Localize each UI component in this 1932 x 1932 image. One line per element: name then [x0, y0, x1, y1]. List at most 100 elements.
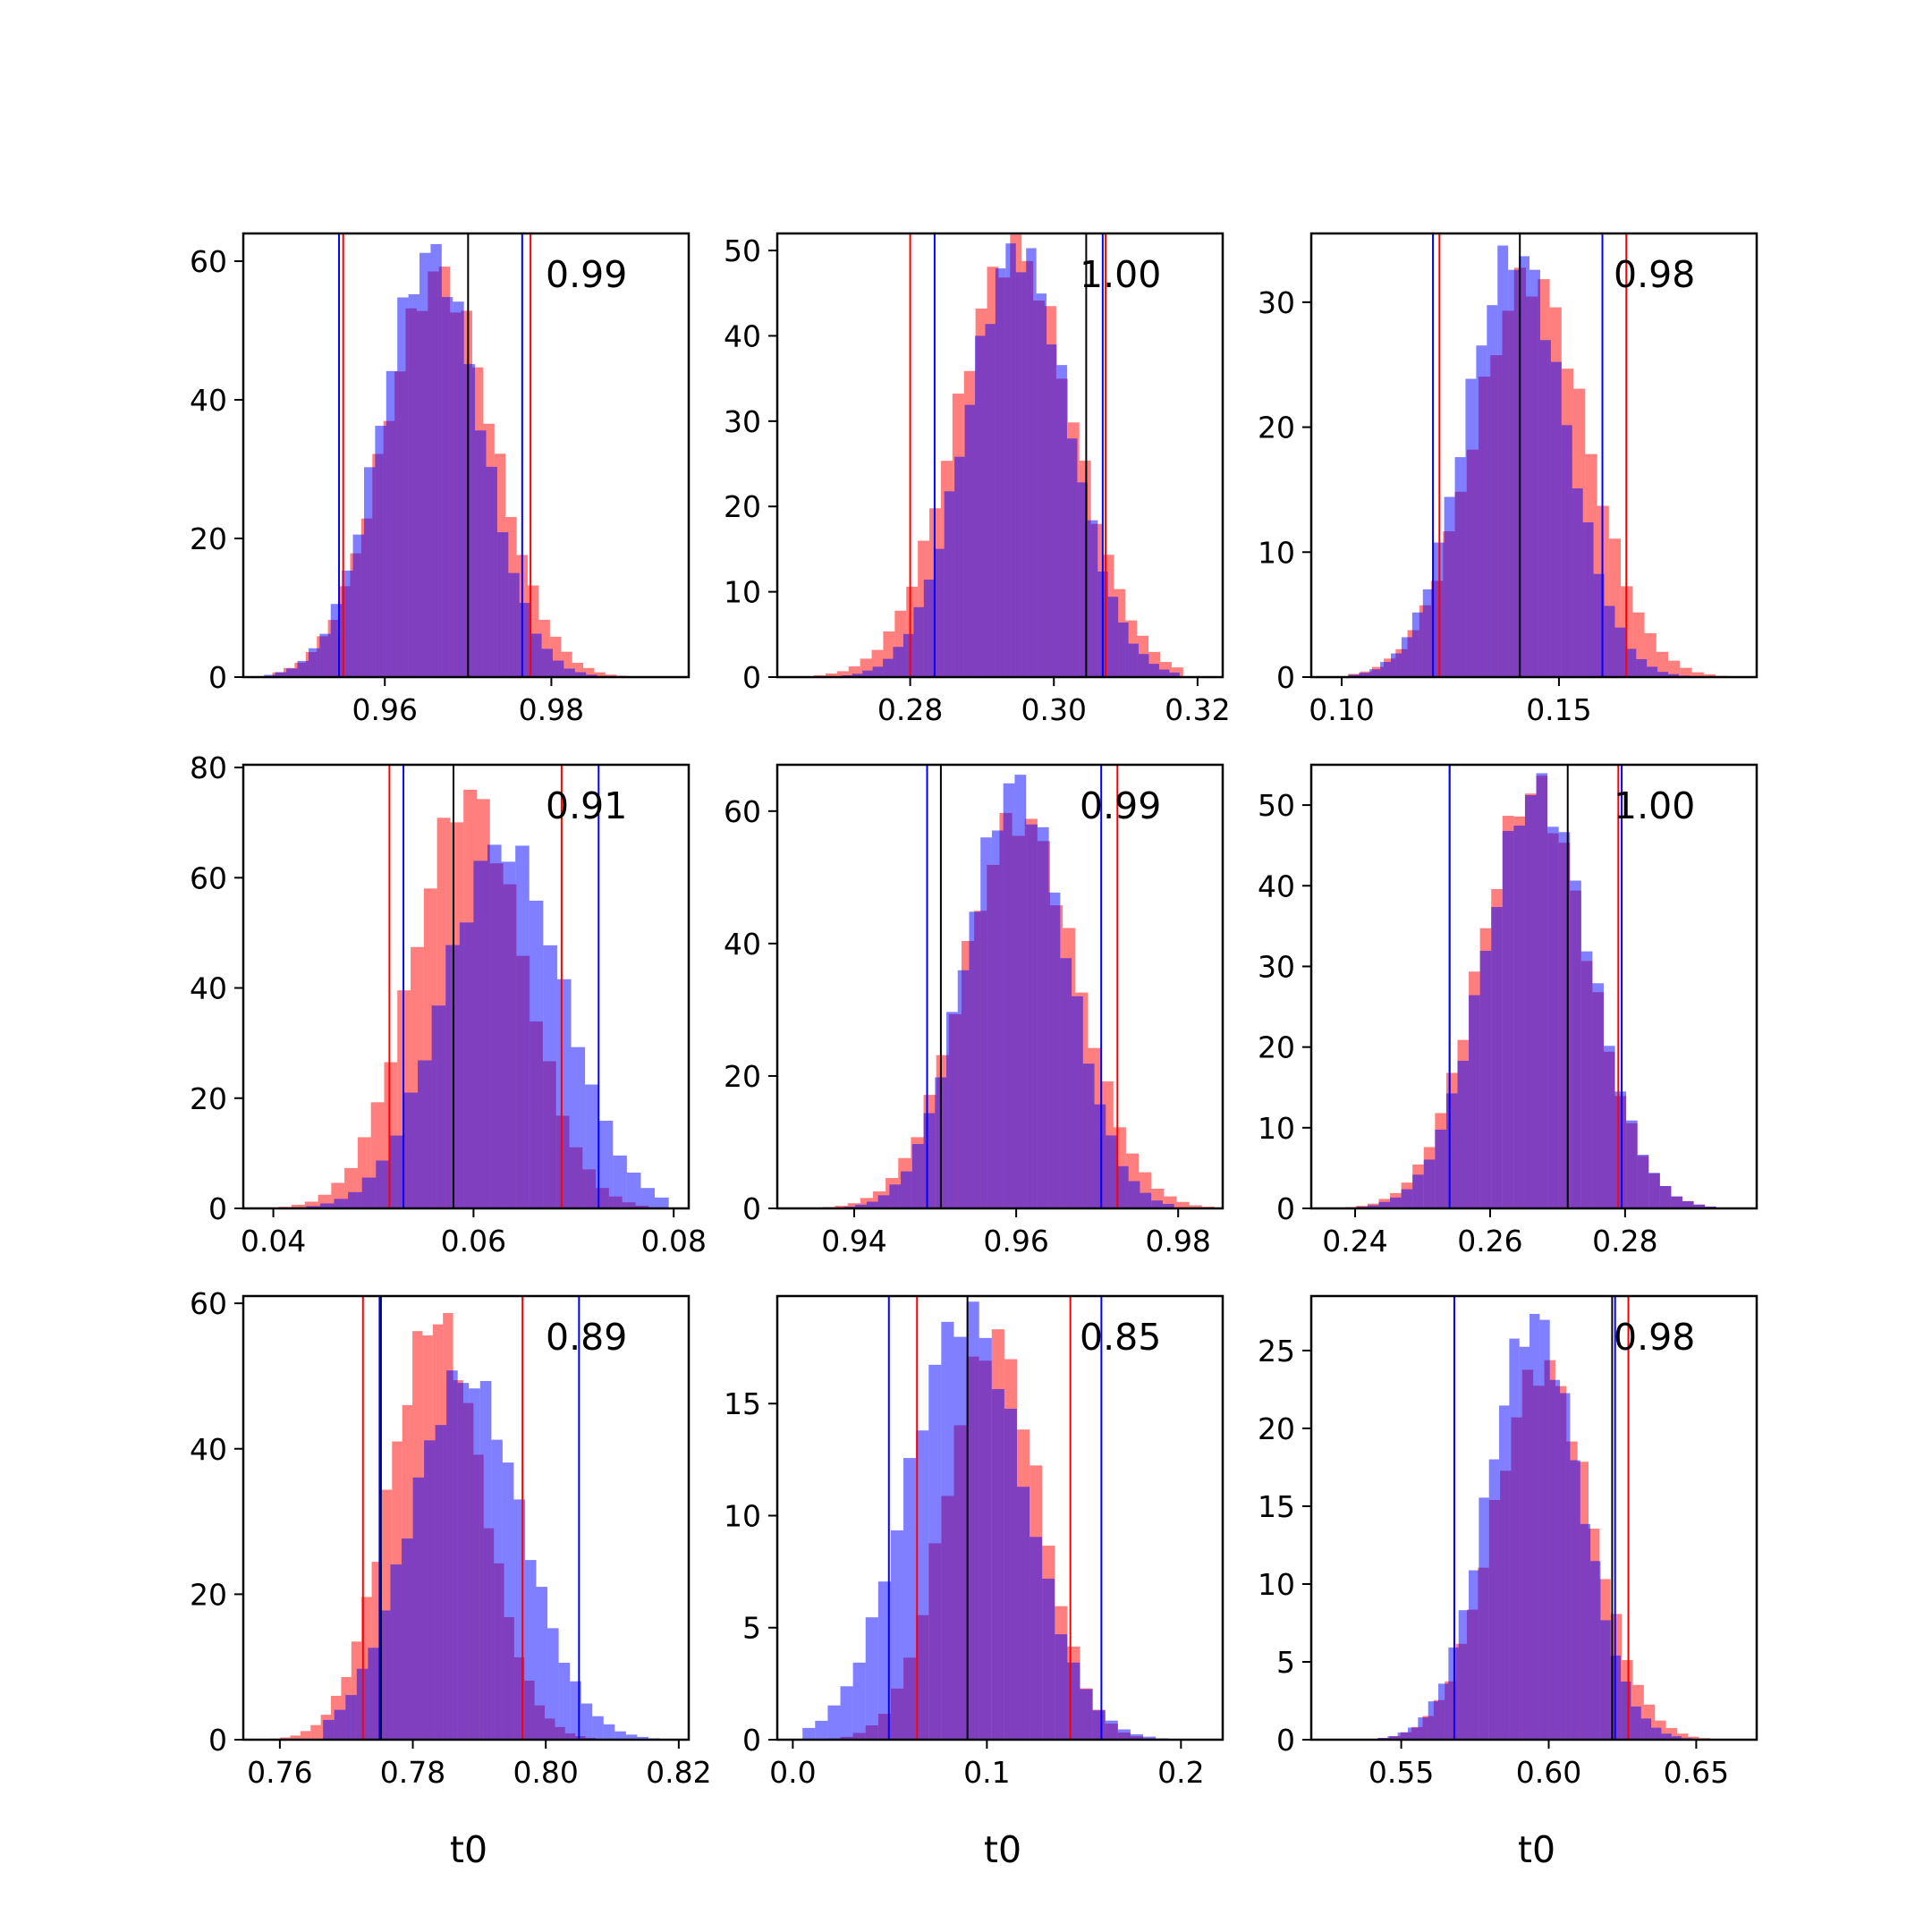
y-tick-label: 50	[724, 233, 761, 268]
histogram-bar-blue	[991, 830, 1004, 1208]
histogram-bar-blue	[571, 1046, 586, 1208]
histogram-bar-blue	[547, 1628, 559, 1740]
y-tick-label: 40	[190, 971, 227, 1006]
histogram-bar-blue	[1668, 674, 1679, 677]
y-tick-label: 0	[1276, 1723, 1295, 1758]
histogram-bar-blue	[1117, 1165, 1129, 1208]
histogram-bar-blue	[1105, 1720, 1118, 1740]
histogram-bar-blue	[1014, 775, 1027, 1208]
histogram-bar-red	[1171, 667, 1183, 677]
x-tick-label: 0.1	[963, 1755, 1010, 1790]
histogram-bar-blue	[1428, 1701, 1439, 1740]
histogram-bar-blue	[515, 845, 530, 1208]
panel-annotation: 0.91	[546, 784, 627, 827]
histogram-bar-blue	[1659, 1185, 1672, 1208]
histogram-bar-blue	[502, 1462, 514, 1740]
histogram-bar-blue	[558, 1662, 571, 1740]
panel-2: 0.28 0.30 0.32 0 10 20 30 40 50 1.00	[724, 232, 1231, 727]
histogram-bar-red	[1189, 1205, 1202, 1208]
x-tick-label: 0.60	[1516, 1755, 1581, 1790]
histogram-bar-blue	[564, 668, 575, 677]
histogram-bar-blue	[866, 1201, 878, 1208]
histogram-bar-blue	[1561, 425, 1572, 677]
x-tick-label: 0.98	[1145, 1224, 1210, 1258]
histogram-bar-blue	[625, 1734, 638, 1740]
histogram-bar-blue	[1056, 365, 1067, 677]
histogram-bar-blue	[1657, 672, 1669, 677]
histogram-bar-blue	[501, 861, 516, 1208]
panel-3: 0.10 0.15 0 10 20 30 0.98	[1258, 232, 1758, 727]
panels: 0.96 0.98 0 20 40 60 0.99 0.28 0.30 0.32 0 10 20 30 40…	[190, 232, 1758, 1790]
panel-6: 0.24 0.26 0.28 0 10 20 30 40 50 1.00	[1258, 763, 1758, 1258]
histogram-bar-blue	[1572, 488, 1583, 677]
histogram-bar-blue	[1582, 522, 1594, 677]
x-tick-label: 0.0	[769, 1755, 816, 1790]
histogram-bar-red	[1644, 632, 1657, 677]
x-tick-label: 0.10	[1309, 692, 1374, 727]
histogram-bar-blue	[1367, 1205, 1379, 1208]
y-tick-label: 0	[1276, 1191, 1295, 1226]
histogram-bar-blue	[928, 1364, 942, 1740]
axes-frame	[242, 1294, 691, 1741]
histogram-bar-blue	[348, 1191, 362, 1208]
y-tick-label: 10	[1258, 1567, 1295, 1602]
histogram-bar-blue	[363, 467, 376, 677]
axes-frame	[242, 763, 691, 1210]
histogram-bar-blue	[862, 670, 873, 677]
panel-annotation: 1.00	[1614, 784, 1695, 827]
histogram-bar-blue	[1590, 1561, 1601, 1740]
histogram-bar-blue	[1030, 1537, 1043, 1740]
histogram-bar-blue	[1513, 826, 1525, 1208]
panel-1: 0.96 0.98 0 20 40 60 0.99	[190, 232, 691, 727]
histogram-bar-blue	[275, 672, 287, 677]
histogram-bar-blue	[1106, 1135, 1118, 1208]
histogram-bar-blue	[916, 1430, 929, 1740]
histogram-bar-blue	[1488, 1459, 1500, 1740]
histogram-bar-blue	[1036, 293, 1047, 677]
histogram-bar-blue	[1026, 248, 1037, 677]
histogram-bar-blue	[1401, 637, 1412, 677]
axes-frame	[242, 232, 691, 679]
histogram-bar-blue	[1530, 1313, 1540, 1740]
y-tick-label: 40	[190, 383, 227, 418]
histogram-bar-blue	[1082, 1063, 1095, 1208]
histogram-bar-red	[1656, 651, 1669, 677]
panel-5: 0.94 0.96 0.98 0 20 40 60 0.99	[724, 763, 1224, 1258]
x-tick-label: 0.30	[1021, 692, 1086, 727]
x-tick-label: 0.32	[1165, 692, 1230, 727]
y-tick-label: 0	[742, 1191, 761, 1226]
histogram-bar-blue	[1530, 269, 1540, 677]
x-tick-label: 0.06	[441, 1224, 506, 1258]
histogram-bar-blue	[1648, 1173, 1660, 1208]
histogram-bar-blue	[1604, 606, 1615, 677]
histogram-bar-blue	[913, 606, 924, 677]
y-tick-label: 40	[190, 1432, 227, 1467]
histogram-bar-blue	[815, 1720, 828, 1740]
plot-area	[809, 765, 1215, 1208]
histogram-bar-blue	[1469, 1570, 1479, 1740]
histogram-bar-blue	[418, 1060, 432, 1208]
histogram-bar-blue	[524, 1560, 537, 1740]
histogram-bar-blue	[889, 1184, 902, 1208]
y-tick-label: 40	[724, 318, 761, 353]
x-tick-label: 0.2	[1157, 1755, 1204, 1790]
y-tick-label: 10	[724, 575, 761, 610]
histogram-bar-blue	[613, 1155, 627, 1208]
histogram-series-blue	[278, 844, 669, 1208]
histogram-bar-blue	[1390, 653, 1402, 677]
histogram-bar-red	[291, 1204, 305, 1208]
histogram-bar-blue	[459, 922, 474, 1208]
histogram-bar-blue	[1570, 1460, 1580, 1740]
histogram-bar-blue	[1422, 589, 1434, 677]
histogram-bar-red	[304, 1201, 318, 1208]
histogram-bar-blue	[1390, 1197, 1402, 1208]
histogram-bar-blue	[1092, 1710, 1106, 1740]
histogram-bar-blue	[964, 404, 976, 677]
histogram-bar-blue	[479, 1380, 492, 1740]
y-tick-label: 20	[190, 1577, 227, 1612]
histogram-bar-blue	[361, 1177, 377, 1208]
histogram-bar-blue	[903, 1458, 917, 1740]
histogram-bar-blue	[1412, 1174, 1424, 1208]
histogram-bar-blue	[1487, 305, 1498, 677]
histogram-bar-blue	[637, 1736, 648, 1740]
